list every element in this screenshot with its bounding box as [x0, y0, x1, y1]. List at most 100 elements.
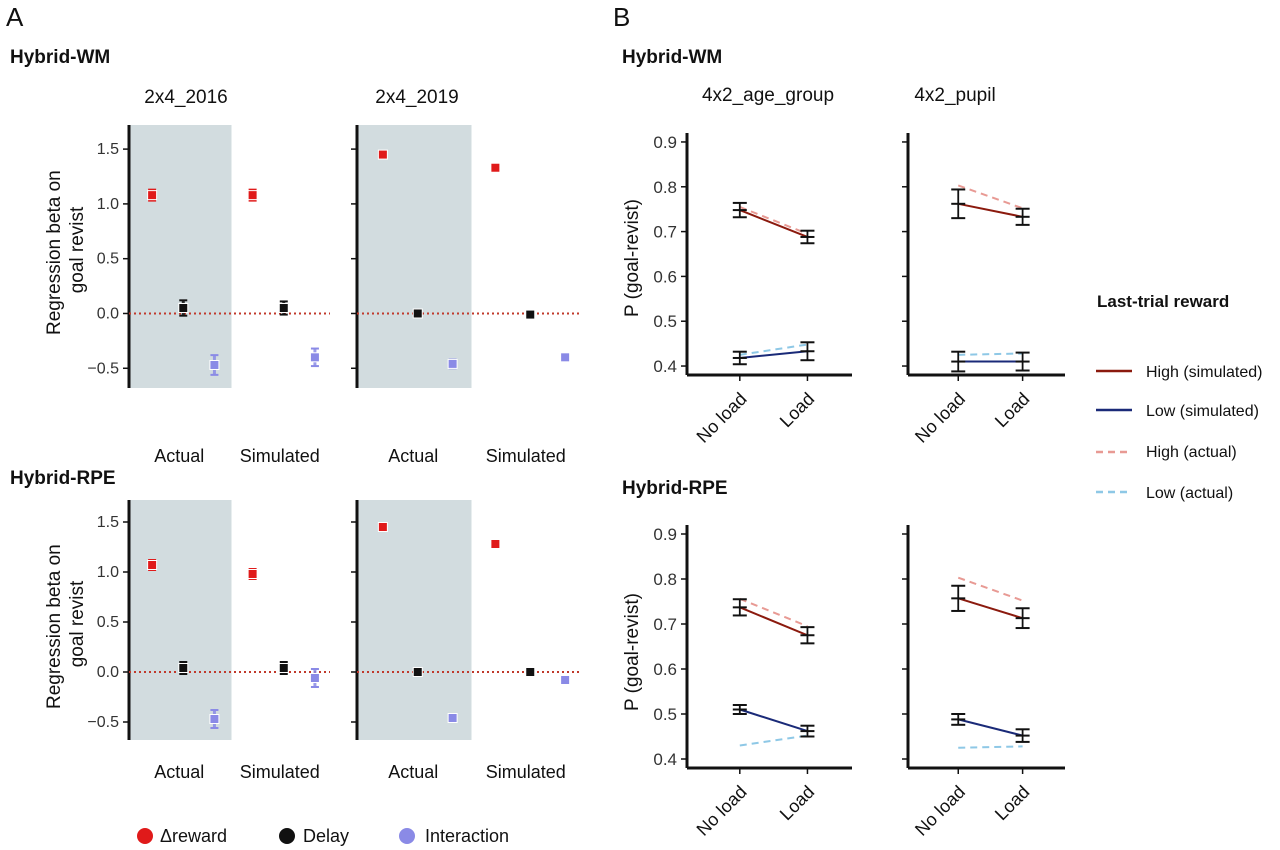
- legend-marker-interaction: [399, 828, 415, 844]
- series-low-simulated-: [951, 350, 1030, 373]
- point-Delay-Actual: [178, 299, 189, 317]
- point-Δreward-Actual: [377, 149, 388, 160]
- point-Delay-Simulated: [278, 300, 289, 316]
- legend-label-delay: Delay: [303, 826, 349, 846]
- data-point: [147, 560, 158, 570]
- data-point: [278, 303, 289, 314]
- legend-label-low-act: Low (actual): [1146, 485, 1233, 502]
- x-tick-label: No load: [911, 782, 969, 840]
- series-high-simulated-: [732, 201, 815, 245]
- data-point: [209, 714, 220, 724]
- point-Delay-Actual: [412, 308, 423, 319]
- y-tick-label: 0.6: [653, 267, 677, 286]
- series-line: [739, 606, 808, 637]
- series-line: [739, 350, 808, 359]
- dataset-title-4x2-pupil: 4x2_pupil: [914, 85, 995, 106]
- y-tick-label: 0.5: [97, 614, 119, 631]
- data-point: [178, 663, 189, 673]
- y-tick-label: 0.5: [653, 312, 677, 331]
- dataset-title-2x4-2019: 2x4_2019: [375, 87, 458, 108]
- point-Delay-Simulated: [525, 667, 536, 677]
- series-line: [958, 745, 1023, 749]
- point-Interaction-Actual: [447, 358, 458, 370]
- y-axis-label-line1: Regression beta on: [44, 544, 65, 709]
- series-line: [957, 576, 1023, 602]
- y-axis-label-a-wm: Regression beta on goal revist: [44, 165, 88, 335]
- x-category-label: Actual: [388, 446, 438, 466]
- series-low-actual-: [739, 734, 808, 747]
- point-Δreward-Simulated: [490, 539, 501, 549]
- x-category-label: Simulated: [240, 762, 320, 782]
- actual-shading: [357, 500, 472, 740]
- data-point: [560, 675, 571, 685]
- x-tick-label: Load: [991, 389, 1033, 431]
- point-Interaction-Simulated: [560, 675, 571, 685]
- x-tick-label: No load: [693, 389, 751, 447]
- legend-label-high-sim: High (simulated): [1146, 364, 1262, 381]
- chart-a-Hybrid-WM-2x4_2016: −0.5 0.0 0.5 1.0 1.5 Actual Simulated: [87, 125, 330, 466]
- x-category-label: Simulated: [486, 446, 566, 466]
- point-Δreward-Actual: [147, 188, 158, 202]
- chart-a-Hybrid-WM-2x4_2019: Actual Simulated: [351, 125, 582, 466]
- plot-area: −0.5 0.0 0.5 1.0 1.5 Actual Simulated Actual Sim…: [87, 125, 1065, 840]
- actual-shading: [129, 500, 232, 740]
- data-point: [247, 569, 258, 579]
- series-low-simulated-: [732, 341, 815, 366]
- y-tick-label: −0.5: [87, 360, 119, 377]
- legend-title: Last-trial reward: [1097, 292, 1229, 311]
- data-point: [560, 352, 571, 363]
- data-point: [247, 190, 258, 201]
- data-point: [447, 713, 458, 723]
- y-tick-label: 0.4: [653, 750, 677, 769]
- chart-b-Hybrid-RPE-4x2_age_group: 0.4 0.5 0.6 0.7 0.8 0.9 No load Load: [653, 525, 852, 840]
- y-tick-label: 0.9: [653, 525, 677, 544]
- y-tick-label: 0.0: [97, 664, 119, 681]
- series-high-actual-: [739, 206, 808, 235]
- section-title-b-wm: Hybrid-WM: [622, 47, 722, 68]
- panel-letter-a: A: [6, 2, 24, 32]
- x-tick-label: Load: [776, 782, 818, 824]
- chart-b-Hybrid-WM-4x2_pupil: No load Load: [902, 133, 1065, 447]
- y-axis-label-a-rpe: Regression beta on goal revist: [44, 539, 88, 709]
- point-Delay-Simulated: [278, 661, 289, 675]
- x-category-label: Simulated: [486, 762, 566, 782]
- panel-letter-b: B: [613, 2, 630, 32]
- point-Interaction-Actual: [209, 354, 220, 376]
- data-point: [525, 309, 536, 320]
- section-title-b-rpe: Hybrid-RPE: [622, 478, 728, 499]
- x-category-label: Actual: [154, 446, 204, 466]
- y-tick-label: 1.5: [97, 141, 119, 158]
- series-high-actual-: [739, 597, 808, 628]
- y-axis-label-line1: Regression beta on: [44, 170, 65, 335]
- legend-label-low-sim: Low (simulated): [1146, 403, 1259, 420]
- chart-a-Hybrid-RPE-2x4_2016: −0.5 0.0 0.5 1.0 1.5 Actual Simulated: [87, 500, 330, 782]
- legend-label-interaction: Interaction: [425, 826, 509, 846]
- x-tick-label: No load: [693, 782, 751, 840]
- point-Interaction-Actual: [447, 713, 458, 723]
- series-line: [958, 352, 1023, 356]
- series-low-simulated-: [732, 704, 815, 738]
- y-tick-label: 0.0: [97, 305, 119, 322]
- series-line: [739, 206, 808, 235]
- y-tick-label: 0.4: [653, 357, 677, 376]
- data-point: [377, 522, 388, 532]
- series-low-actual-: [958, 745, 1023, 749]
- x-category-label: Actual: [154, 762, 204, 782]
- y-tick-label: 0.5: [653, 705, 677, 724]
- actual-shading: [129, 125, 232, 388]
- y-axis-label-b-wm: P (goal-revist): [622, 199, 643, 317]
- point-Δreward-Simulated: [247, 188, 258, 202]
- y-tick-label: 0.7: [653, 223, 677, 242]
- y-axis-label-b-rpe: P (goal-revist): [622, 593, 643, 711]
- section-title-a-rpe: Hybrid-RPE: [10, 468, 116, 489]
- point-Delay-Actual: [412, 667, 423, 677]
- point-Interaction-Actual: [209, 709, 220, 729]
- series-line: [739, 597, 808, 628]
- y-tick-label: 0.7: [653, 615, 677, 634]
- dataset-title-2x4-2016: 2x4_2016: [144, 87, 227, 108]
- series-line: [739, 708, 808, 733]
- data-point: [377, 149, 388, 160]
- x-tick-label: No load: [911, 389, 969, 447]
- data-point: [412, 308, 423, 319]
